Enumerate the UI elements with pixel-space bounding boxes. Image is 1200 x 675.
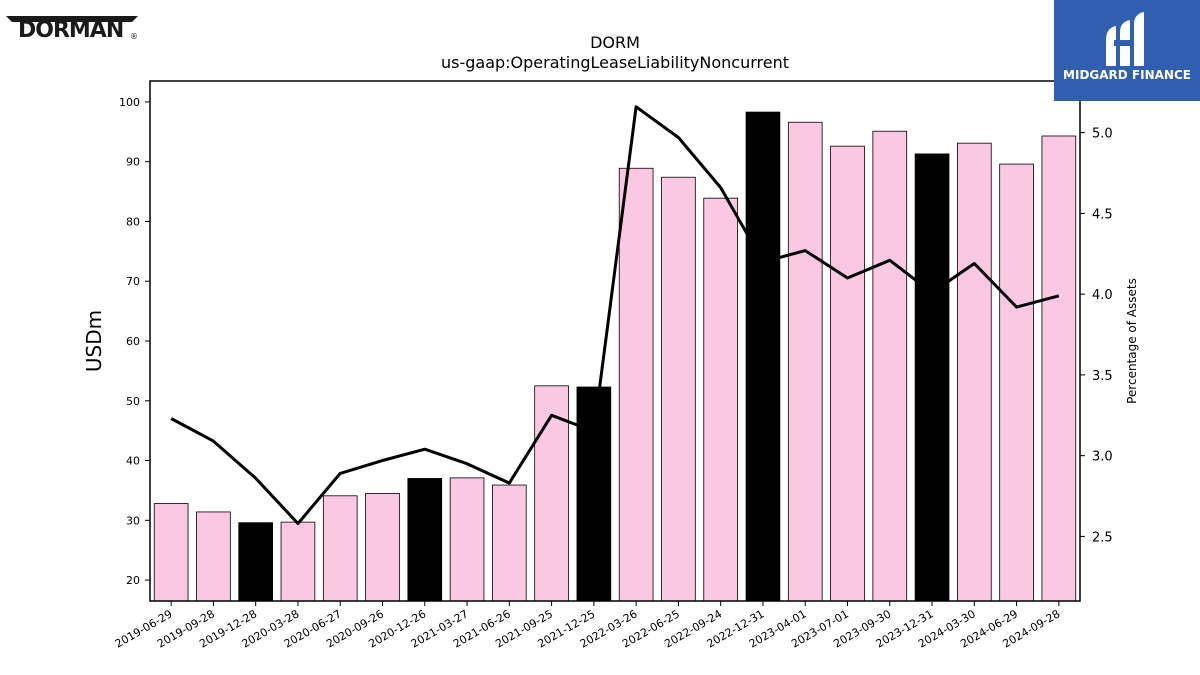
y-tick-label: 70: [126, 275, 140, 288]
y2-tick-label: 3.5: [1092, 369, 1113, 384]
bar: [914, 153, 950, 602]
dorman-logo-mark: [6, 16, 138, 22]
midgard-finance-logo: MIDGARD FINANCE: [1054, 0, 1200, 101]
bar: [787, 121, 823, 602]
midgard-logo-mark-icon: [1106, 12, 1144, 66]
bar: [830, 145, 865, 602]
bar: [322, 495, 358, 602]
y-tick-label: 40: [126, 455, 140, 468]
chart-title: DORM: [590, 33, 640, 52]
bar: [534, 385, 569, 602]
bar: [957, 142, 992, 602]
y-tick-label: 50: [126, 395, 140, 408]
bar: [196, 511, 231, 602]
y-tick-label: 30: [126, 514, 140, 527]
bar: [492, 484, 527, 602]
bar-series: [153, 111, 1077, 602]
y2-tick-label: 3.0: [1092, 450, 1113, 465]
y-tick-label: 20: [126, 574, 140, 587]
dorman-logo: DORMAN ®: [6, 14, 140, 44]
bar: [999, 163, 1034, 602]
bar: [153, 503, 189, 602]
bar: [618, 167, 654, 602]
bar: [703, 197, 738, 602]
bar: [745, 111, 781, 602]
line-series: [170, 105, 1060, 525]
y2-tick-label: 5.0: [1092, 127, 1113, 142]
chart-subtitle: us-gaap:OperatingLeaseLiabilityNoncurren…: [441, 53, 789, 72]
y2-tick-label: 2.5: [1092, 530, 1113, 545]
bar: [365, 493, 400, 602]
bar: [280, 521, 316, 602]
y-tick-label: 60: [126, 335, 140, 348]
midgard-logo-text: MIDGARD FINANCE: [1063, 68, 1191, 82]
bar: [661, 176, 696, 602]
percentage-line: [170, 105, 1060, 525]
bar: [576, 386, 612, 602]
y2-tick-label: 4.0: [1092, 288, 1113, 303]
y-tick-label: 80: [126, 215, 140, 228]
bar: [872, 130, 908, 602]
y2-axis-label: Percentage of Assets: [1125, 278, 1139, 404]
y-tick-label: 90: [126, 156, 140, 169]
y-axis-label: USDm: [82, 310, 106, 372]
y2-tick-label: 4.5: [1092, 207, 1113, 222]
dorman-logo-text: DORMAN: [18, 18, 124, 43]
bar: [407, 478, 443, 602]
bar: [238, 522, 273, 602]
bar: [449, 477, 485, 602]
bar: [1041, 135, 1077, 602]
dorman-logo-reg: ®: [130, 32, 138, 41]
y-tick-label: 100: [119, 96, 140, 109]
